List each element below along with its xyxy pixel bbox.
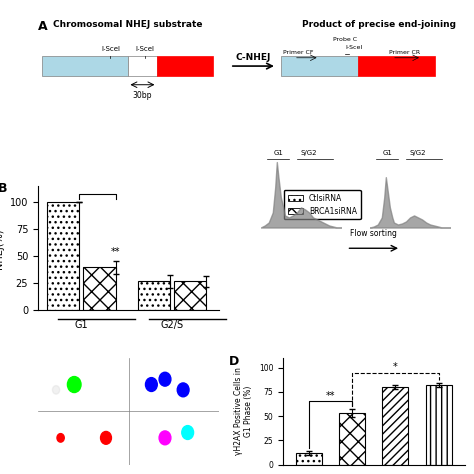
Text: *: * (393, 363, 398, 373)
Circle shape (67, 376, 81, 392)
Text: **: ** (111, 247, 120, 257)
Legend: CtlsiRNA, BRCA1siRNA: CtlsiRNA, BRCA1siRNA (284, 190, 361, 219)
Bar (426, 385, 452, 465)
Text: G2/S: G2/S (60, 359, 80, 368)
Text: 30bp: 30bp (133, 91, 152, 100)
Bar (138, 281, 170, 310)
Circle shape (53, 385, 60, 394)
Text: B: B (0, 182, 8, 195)
Text: γH2AX: γH2AX (10, 433, 36, 442)
Text: I-SceI: I-SceI (345, 46, 362, 50)
Circle shape (57, 434, 64, 442)
Y-axis label: γH2AX Positive Cells in
G1 Phase (%): γH2AX Positive Cells in G1 Phase (%) (234, 367, 253, 455)
Text: I-SceI: I-SceI (135, 46, 154, 52)
Bar (174, 281, 206, 310)
Text: Merged: Merged (186, 449, 215, 458)
Text: G1: G1 (383, 150, 392, 156)
Bar (42, 56, 128, 76)
Bar (383, 387, 408, 465)
Text: Chromosomal NHEJ substrate: Chromosomal NHEJ substrate (53, 20, 202, 29)
Text: Probe C: Probe C (333, 37, 357, 42)
Text: NP-F: NP-F (18, 380, 36, 389)
Bar (339, 413, 365, 465)
Circle shape (100, 431, 111, 444)
Bar (358, 56, 435, 76)
Circle shape (146, 378, 157, 392)
Text: DAPI: DAPI (197, 359, 215, 368)
Text: Product of precise end-joining: Product of precise end-joining (302, 20, 456, 29)
Text: Flow sorting: Flow sorting (350, 229, 397, 238)
Bar (47, 202, 79, 310)
Text: G1: G1 (50, 372, 62, 381)
Circle shape (177, 383, 189, 397)
Bar (83, 267, 116, 310)
Bar (296, 453, 322, 465)
Bar (281, 56, 358, 76)
Text: C-NHEJ: C-NHEJ (236, 53, 271, 62)
Y-axis label: NHEJ(%): NHEJ(%) (0, 228, 4, 268)
Text: G1: G1 (273, 150, 283, 156)
Text: I-SceI: I-SceI (101, 46, 120, 52)
Circle shape (159, 431, 171, 445)
Text: A: A (38, 20, 47, 34)
Circle shape (182, 426, 193, 439)
Text: D: D (228, 355, 239, 368)
Text: S/G2: S/G2 (410, 150, 426, 156)
Text: S/G2: S/G2 (301, 150, 317, 156)
Bar (128, 56, 157, 76)
Bar (157, 56, 213, 76)
Circle shape (159, 372, 171, 386)
Text: **: ** (326, 391, 335, 401)
Text: Primer CR: Primer CR (389, 50, 420, 55)
Text: Primer CF: Primer CF (283, 50, 313, 55)
